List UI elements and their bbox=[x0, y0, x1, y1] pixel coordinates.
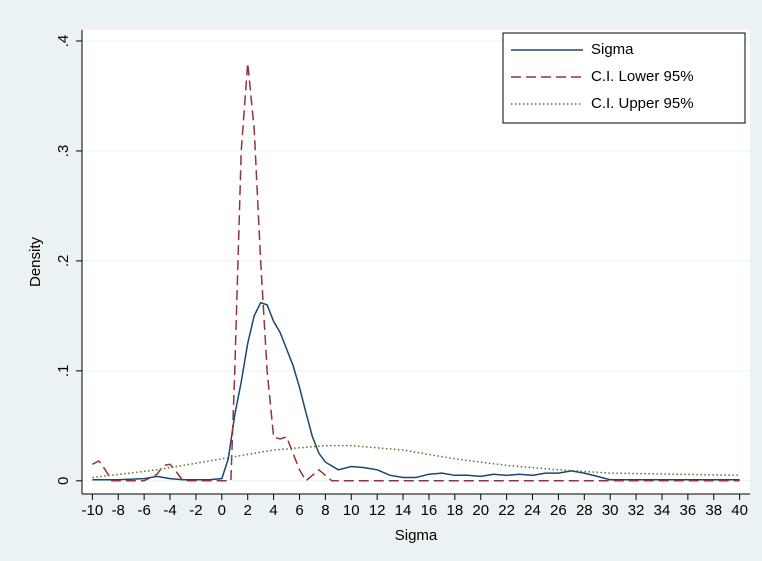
x-tick-label: -4 bbox=[163, 502, 176, 519]
y-tick-label: .2 bbox=[55, 255, 72, 268]
x-tick-label: 12 bbox=[369, 502, 386, 519]
x-tick-label: 2 bbox=[244, 502, 252, 519]
x-tick-label: 40 bbox=[731, 502, 748, 519]
x-tick-label: 6 bbox=[295, 502, 303, 519]
x-tick-label: -6 bbox=[137, 502, 150, 519]
x-tick-label: 20 bbox=[472, 502, 489, 519]
series-line bbox=[92, 301, 740, 481]
x-axis-label: Sigma bbox=[395, 527, 438, 544]
x-tick-label: 8 bbox=[321, 502, 329, 519]
y-tick-label: .1 bbox=[55, 365, 72, 378]
series-line bbox=[92, 62, 740, 482]
legend-label: C.I. Upper 95% bbox=[591, 95, 694, 112]
y-tick-label: .3 bbox=[55, 145, 72, 158]
y-tick-label: 0 bbox=[55, 477, 72, 485]
x-tick-label: 0 bbox=[218, 502, 226, 519]
legend-label: C.I. Lower 95% bbox=[591, 68, 694, 85]
x-tick-label: -2 bbox=[189, 502, 202, 519]
x-tick-label: 32 bbox=[628, 502, 645, 519]
x-tick-label: 28 bbox=[576, 502, 593, 519]
x-tick-label: 14 bbox=[395, 502, 412, 519]
x-tick-label: 24 bbox=[524, 502, 541, 519]
x-tick-label: 16 bbox=[421, 502, 438, 519]
x-tick-label: 4 bbox=[269, 502, 277, 519]
x-tick-label: 30 bbox=[602, 502, 619, 519]
x-tick-label: 34 bbox=[654, 502, 671, 519]
x-tick-label: -10 bbox=[82, 502, 104, 519]
legend-label: Sigma bbox=[591, 41, 634, 58]
y-tick-label: .4 bbox=[55, 35, 72, 48]
x-tick-label: 26 bbox=[550, 502, 567, 519]
y-axis-label: Density bbox=[27, 236, 44, 287]
x-tick-label: 18 bbox=[446, 502, 463, 519]
x-tick-label: -8 bbox=[112, 502, 125, 519]
series-line bbox=[92, 444, 740, 479]
legend-box bbox=[502, 32, 746, 124]
x-tick-label: 38 bbox=[705, 502, 722, 519]
x-tick-label: 36 bbox=[680, 502, 697, 519]
x-tick-label: 22 bbox=[498, 502, 515, 519]
x-tick-label: 10 bbox=[343, 502, 360, 519]
